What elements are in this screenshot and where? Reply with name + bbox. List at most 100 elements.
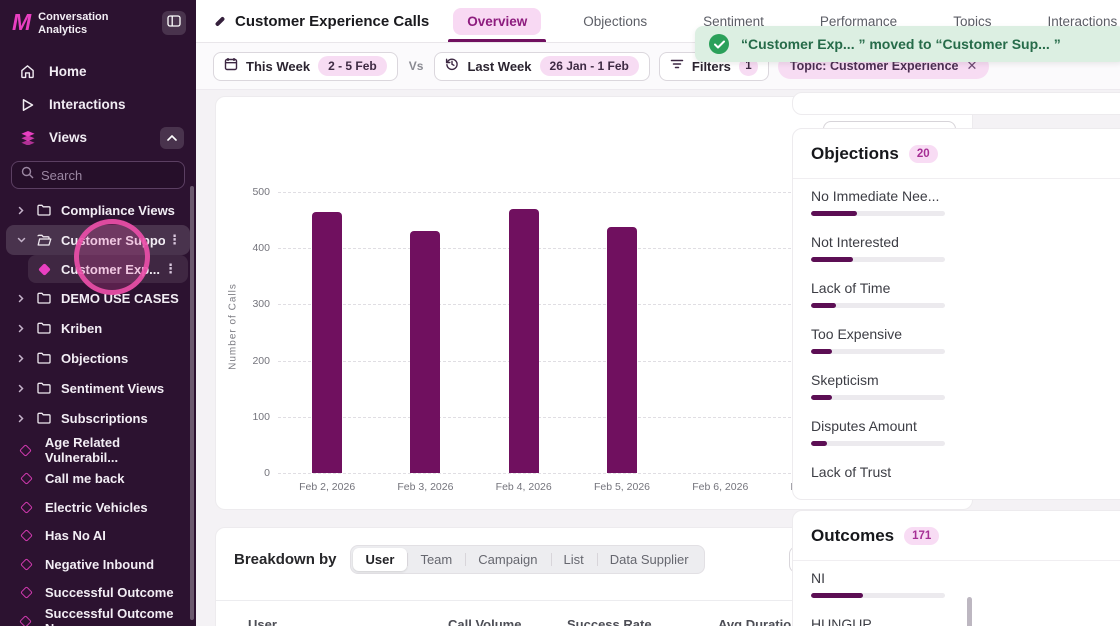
tree-item-compliance-views[interactable]: Compliance Views [0, 195, 196, 225]
outcome-item-hungup[interactable]: HUNGUP [811, 615, 1113, 626]
sidebar-scrollbar[interactable] [190, 186, 194, 620]
column-header-user: User [248, 617, 277, 626]
diamond-outline-icon [19, 529, 33, 543]
view-item-negative-inbound[interactable]: Negative Inbound [0, 550, 196, 579]
tree-item-label: Customer Support [61, 232, 165, 248]
view-item-label: Successful Outcome N... [44, 606, 174, 626]
chevron-right-icon[interactable] [14, 354, 28, 363]
compare-period-button[interactable]: Last Week 26 Jan - 1 Feb [434, 51, 650, 81]
views-collapse-button[interactable] [160, 126, 184, 149]
tree-item-demo-use-cases[interactable]: DEMO USE CASES [0, 283, 196, 313]
kebab-menu-icon[interactable]: ⋮ [168, 232, 181, 247]
objection-item-disputes-amount[interactable]: Disputes Amount [811, 417, 1113, 446]
chevron-down-icon[interactable] [14, 236, 28, 244]
period-button[interactable]: This Week 2 - 5 Feb [213, 51, 398, 81]
tree-item-customer-support[interactable]: Customer Support ⋮ [6, 225, 190, 255]
page-title: Customer Experience Calls [235, 12, 430, 30]
sidebar-search[interactable] [11, 161, 185, 189]
nav-label: Interactions [49, 97, 126, 112]
chevron-right-icon[interactable] [14, 206, 28, 215]
y-tick-200: 200 [252, 354, 270, 367]
sidebar-collapse-button[interactable] [162, 11, 186, 35]
sidebar-nav: Home Interactions Views [0, 55, 196, 154]
breakdown-tab-campaign[interactable]: Campaign [465, 548, 550, 571]
outcome-item-label: HUNGUP [811, 616, 872, 626]
nav-item-home[interactable]: Home [0, 55, 196, 88]
objection-item-lack-of-time[interactable]: Lack of Time [811, 279, 1113, 308]
tab-label: Objections [583, 13, 648, 29]
tree-item-objections[interactable]: Objections [0, 343, 196, 373]
tree-item-sentiment-views[interactable]: Sentiment Views [0, 373, 196, 403]
diamond-outline-shape [19, 529, 33, 543]
outcomes-list: NI HUNGUP [793, 561, 1120, 626]
x-tick-feb-2-2026: Feb 2, 2026 [299, 481, 356, 493]
nav-item-interactions[interactable]: Interactions [0, 88, 196, 121]
view-item-electric-vehicles[interactable]: Electric Vehicles [0, 493, 196, 522]
objection-item-skepticism[interactable]: Skepticism [811, 371, 1113, 400]
view-item-age-related-vulnerabil[interactable]: Age Related Vulnerabil... [0, 435, 196, 465]
breakdown-tab-team[interactable]: Team [407, 548, 465, 571]
chevron-right-icon[interactable] [14, 414, 28, 423]
chevron-right-icon[interactable] [14, 324, 28, 333]
main-scrollbar-thumb[interactable] [967, 597, 972, 626]
objection-item-bar-fill [811, 441, 828, 446]
diamond-outline-shape [19, 557, 33, 571]
tab-performance[interactable]: Performance [806, 0, 911, 42]
diamond-outline-icon [19, 614, 33, 626]
objection-item-too-expensive[interactable]: Too Expensive [811, 325, 1113, 354]
folder-icon [36, 292, 52, 304]
y-tick-400: 400 [252, 242, 270, 255]
objection-item-lack-of-trust[interactable]: Lack of Trust [811, 463, 1113, 481]
outcome-item-ni[interactable]: NI [811, 569, 1113, 598]
breakdown-tab-list[interactable]: List [550, 548, 597, 571]
tab-topics[interactable]: Topics [939, 0, 1005, 42]
column-header-call-volume: Call Volume [448, 617, 522, 626]
calendar-icon [224, 57, 238, 76]
objections-title: Objections [811, 144, 899, 163]
tab-interactions[interactable]: Interactions [1033, 0, 1120, 42]
tab-sentiment[interactable]: Sentiment [689, 0, 778, 42]
y-tick-100: 100 [252, 410, 270, 423]
diamond-outline-shape [19, 614, 33, 626]
objection-item-not-interested[interactable]: Not Interested [811, 233, 1113, 262]
bar-feb-5-2026 [607, 227, 637, 473]
kebab-menu-icon[interactable]: ⋮ [164, 261, 177, 276]
view-item-successful-outcome[interactable]: Successful Outcome [0, 579, 196, 608]
period-range-badge: 2 - 5 Feb [318, 56, 387, 76]
view-diamond-icon [214, 15, 226, 27]
filters-label: Filters [691, 58, 731, 74]
tab-label: Overview [453, 7, 542, 35]
chevron-right-icon[interactable] [14, 384, 28, 393]
objection-item-bar-track [811, 211, 945, 216]
diamond-filled-icon [37, 262, 51, 276]
chevron-right-icon[interactable] [14, 294, 28, 303]
diamond-outline-shape [19, 586, 33, 600]
tree-item-subscriptions[interactable]: Subscriptions [0, 403, 196, 433]
breakdown-tabs: User Team Campaign List Data Supplier [349, 545, 705, 574]
tree-item-kriben[interactable]: Kriben [0, 313, 196, 343]
diamond-outline-icon [19, 586, 33, 600]
tab-objections[interactable]: Objections [569, 0, 661, 42]
tree-item-label: Objections [61, 350, 129, 366]
tab-label: Performance [819, 13, 898, 29]
gridline-0 [278, 473, 966, 474]
view-item-call-me-back[interactable]: Call me back [0, 465, 196, 494]
view-item-successful-outcome-n[interactable]: Successful Outcome N... [0, 606, 196, 626]
objection-item-bar-fill [811, 349, 833, 354]
brand-line2: Analytics [38, 24, 88, 36]
diamond-outline-shape [19, 500, 33, 514]
sidebar-search-input[interactable] [41, 167, 171, 183]
tree-item-label: Compliance Views [61, 202, 175, 218]
objection-item-bar-fill [811, 303, 837, 308]
tree-item-label: Kriben [61, 320, 103, 336]
tab-overview[interactable]: Overview [448, 0, 547, 42]
tree-item-customer-exp[interactable]: Customer Exp... ⋮ [28, 255, 188, 283]
breakdown-tab-user[interactable]: User [352, 548, 408, 571]
view-item-has-no-ai[interactable]: Has No AI [0, 522, 196, 551]
nav-item-views[interactable]: Views [0, 121, 196, 154]
objection-item-no-immediate-nee[interactable]: No Immediate Nee... [811, 187, 1113, 216]
close-icon[interactable]: ✕ [966, 58, 978, 73]
breakdown-tab-data-supplier[interactable]: Data Supplier [596, 548, 702, 571]
success-check-icon [709, 34, 729, 54]
